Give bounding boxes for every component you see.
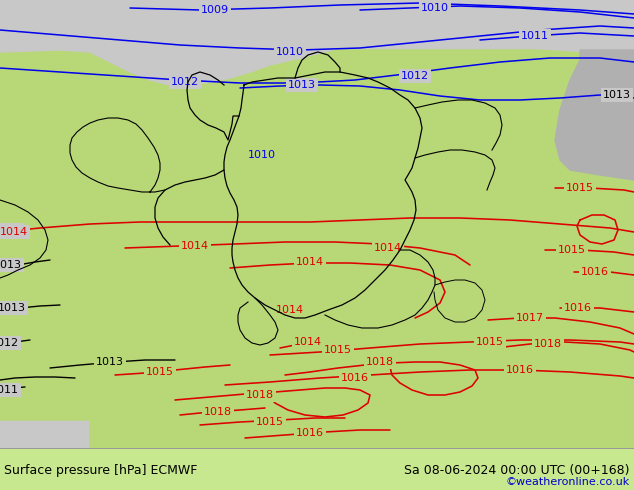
Text: 1016: 1016 bbox=[506, 365, 534, 375]
Text: 1014: 1014 bbox=[0, 225, 21, 235]
Text: 1016: 1016 bbox=[564, 303, 592, 313]
Text: 1010: 1010 bbox=[421, 3, 449, 13]
Text: 1016: 1016 bbox=[341, 373, 369, 383]
Text: 1013: 1013 bbox=[0, 303, 26, 313]
Text: 1018: 1018 bbox=[366, 357, 394, 367]
Text: 1009: 1009 bbox=[201, 5, 229, 15]
Text: 1016: 1016 bbox=[296, 428, 324, 438]
Text: 1010: 1010 bbox=[276, 47, 304, 57]
Text: 1015: 1015 bbox=[566, 183, 594, 193]
Text: 1014: 1014 bbox=[296, 257, 324, 267]
Text: 1012: 1012 bbox=[0, 338, 19, 348]
Text: 1014: 1014 bbox=[181, 241, 209, 251]
Text: 1016: 1016 bbox=[581, 267, 609, 277]
Text: 1011: 1011 bbox=[521, 31, 549, 41]
Polygon shape bbox=[555, 50, 634, 180]
Text: 1015: 1015 bbox=[324, 345, 352, 355]
Text: 1018: 1018 bbox=[246, 390, 274, 400]
Bar bbox=[0, 448, 634, 490]
Text: 1013: 1013 bbox=[603, 90, 631, 100]
Text: 1014: 1014 bbox=[0, 227, 28, 237]
Text: 1013: 1013 bbox=[0, 260, 22, 270]
Polygon shape bbox=[0, 0, 634, 85]
Text: 1014: 1014 bbox=[374, 243, 402, 253]
Text: 1014: 1014 bbox=[276, 305, 304, 315]
Text: 1015: 1015 bbox=[146, 367, 174, 377]
Text: 1011: 1011 bbox=[0, 385, 19, 395]
Text: 1015: 1015 bbox=[558, 245, 586, 255]
Text: 1015: 1015 bbox=[476, 337, 504, 347]
Text: ©weatheronline.co.uk: ©weatheronline.co.uk bbox=[506, 477, 630, 487]
Polygon shape bbox=[0, 50, 170, 420]
Text: 1015: 1015 bbox=[256, 417, 284, 427]
Text: 1017: 1017 bbox=[516, 313, 544, 323]
Text: 1010: 1010 bbox=[248, 150, 276, 160]
Text: 1013: 1013 bbox=[288, 80, 316, 90]
Polygon shape bbox=[90, 50, 634, 450]
Text: 1012: 1012 bbox=[171, 77, 199, 87]
Text: 1013: 1013 bbox=[96, 357, 124, 367]
Text: 1018: 1018 bbox=[534, 339, 562, 349]
Text: 1014: 1014 bbox=[294, 337, 322, 347]
Text: 1012: 1012 bbox=[401, 71, 429, 81]
Text: Sa 08-06-2024 00:00 UTC (00+168): Sa 08-06-2024 00:00 UTC (00+168) bbox=[404, 464, 630, 476]
Text: 1018: 1018 bbox=[204, 407, 232, 417]
Text: Surface pressure [hPa] ECMWF: Surface pressure [hPa] ECMWF bbox=[4, 464, 197, 476]
